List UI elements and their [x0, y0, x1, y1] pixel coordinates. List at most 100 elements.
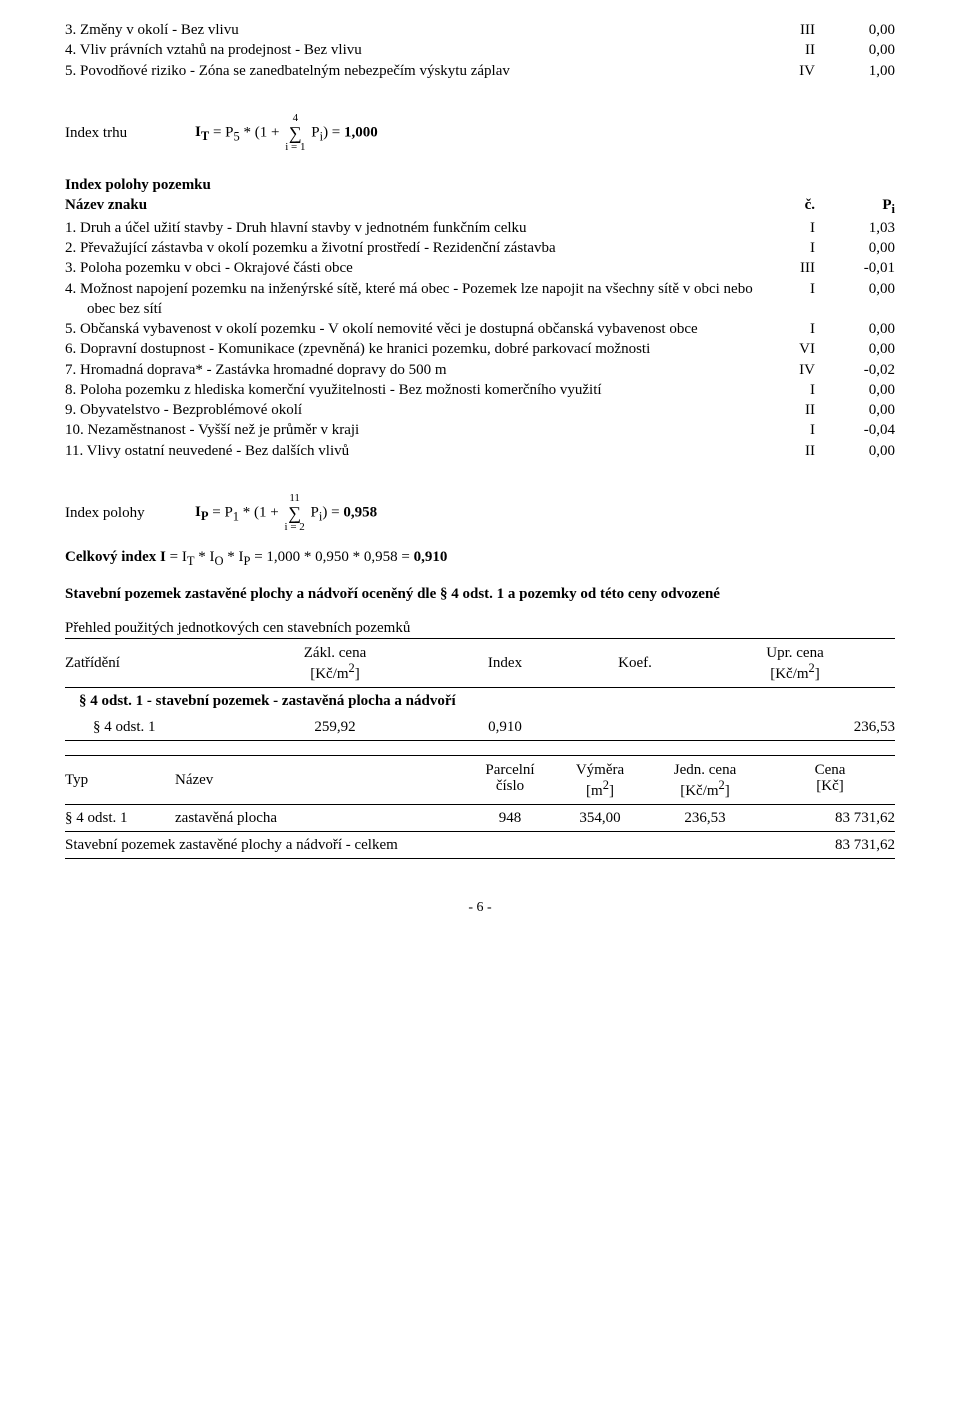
- t2-h-nazev: Název: [175, 770, 465, 790]
- list-item: 2. Převažující zástavba v okolí pozemku …: [65, 238, 895, 258]
- list-item-label: 11. Vlivy ostatní neuvedené - Bez dalšíc…: [65, 441, 755, 461]
- t2-sum-label: Stavební pozemek zastavěné plochy a nádv…: [65, 835, 765, 855]
- list-item-col2: II: [755, 40, 825, 60]
- t2-h-typ: Typ: [65, 770, 175, 790]
- list-item: 3. Poloha pozemku v obci - Okrajové část…: [65, 258, 895, 278]
- list-item-col2: III: [755, 20, 825, 40]
- list-item-col3: 0,00: [825, 319, 895, 339]
- list-item: 8. Poloha pozemku z hlediska komerční vy…: [65, 380, 895, 400]
- list-item: 4. Vliv právních vztahů na prodejnost - …: [65, 40, 895, 60]
- table2-header: Typ Název Parcelníčíslo Výměra[m2] Jedn.…: [65, 755, 895, 805]
- list-item-col2: I: [755, 218, 825, 238]
- t2-par: 948: [465, 808, 555, 828]
- list-item-label: 6. Dopravní dostupnost - Komunikace (zpe…: [65, 339, 755, 359]
- t2-sum-val: 83 731,62: [765, 835, 895, 855]
- list-item-col2: III: [755, 258, 825, 278]
- list-item: 3. Změny v okolí - Bez vlivuIII0,00: [65, 20, 895, 40]
- t2-h-parcelni: Parcelníčíslo: [465, 760, 555, 800]
- list-item-col3: 0,00: [825, 40, 895, 60]
- formula-label: Index trhu: [65, 123, 195, 143]
- list-item-col3: 0,00: [825, 441, 895, 461]
- t2-h-jedn-cena: Jedn. cena[Kč/m2]: [645, 760, 765, 800]
- formula-body: IT = P5 * (1 + 4∑i = 1 Pi) = 1,000: [195, 113, 378, 153]
- t2-typ: § 4 odst. 1: [65, 808, 175, 828]
- list-item-col2: I: [755, 319, 825, 339]
- heading-stavebni-pozemek: Stavební pozemek zastavěné plochy a nádv…: [65, 584, 895, 604]
- t2-h-vymera: Výměra[m2]: [555, 760, 645, 800]
- t2-jed: 236,53: [645, 808, 765, 828]
- formula-index-trhu: Index trhu IT = P5 * (1 + 4∑i = 1 Pi) = …: [65, 113, 895, 153]
- col-p: Pi: [825, 195, 895, 218]
- t2-cen: 83 731,62: [765, 808, 895, 828]
- list-item-col3: 1,03: [825, 218, 895, 238]
- t1-zat: § 4 odst. 1: [65, 717, 235, 737]
- list-item-col3: 0,00: [825, 20, 895, 40]
- t2-h-cena: Cena[Kč]: [765, 760, 895, 800]
- list-item-label: 5. Povodňové riziko - Zóna se zanedbatel…: [65, 61, 755, 81]
- total-index-line: Celkový index I = IT * IO * IP = 1,000 *…: [65, 547, 895, 570]
- list-item-col3: 0,00: [825, 238, 895, 258]
- list-item: 6. Dopravní dostupnost - Komunikace (zpe…: [65, 339, 895, 359]
- list-item-label: 3. Poloha pozemku v obci - Okrajové část…: [65, 258, 755, 278]
- t1-h-zakl: Zákl. cena[Kč/m2]: [235, 643, 435, 683]
- subheading-prehled: Přehled použitých jednotkových cen stave…: [65, 618, 895, 638]
- list-item-col3: 1,00: [825, 61, 895, 81]
- list-item: 10. Nezaměstnanost - Vyšší než je průměr…: [65, 420, 895, 440]
- list-item-label: 9. Obyvatelstvo - Bezproblémové okolí: [65, 400, 755, 420]
- formula-label: Index polohy: [65, 503, 195, 523]
- formula-body: IP = P1 * (1 + 11∑i = 2 Pi) = 0,958: [195, 493, 377, 533]
- list-item-label: 2. Převažující zástavba v okolí pozemku …: [65, 238, 755, 258]
- list-item: 11. Vlivy ostatní neuvedené - Bez dalšíc…: [65, 441, 895, 461]
- t1-data-row: § 4 odst. 1 259,92 0,910 236,53: [65, 714, 895, 740]
- t1-idx: 0,910: [435, 717, 575, 737]
- list-item-col2: II: [755, 400, 825, 420]
- t2-vym: 354,00: [555, 808, 645, 828]
- list-top: 3. Změny v okolí - Bez vlivuIII0,004. Vl…: [65, 20, 895, 81]
- t1-h-zatrideni: Zatřídění: [65, 653, 235, 673]
- list-item-col2: I: [755, 380, 825, 400]
- t1-upr: 236,53: [695, 717, 895, 737]
- list-item-label: 5. Občanská vybavenost v okolí pozemku -…: [65, 319, 755, 339]
- list-item-label: 4. Možnost napojení pozemku na inženýrsk…: [65, 279, 755, 320]
- t1-h-upr: Upr. cena[Kč/m2]: [695, 643, 895, 683]
- list-item-label: 7. Hromadná doprava* - Zastávka hromadné…: [65, 360, 755, 380]
- index-polohy-title: Index polohy pozemku: [65, 175, 895, 195]
- list-item: 9. Obyvatelstvo - Bezproblémové okolíII0…: [65, 400, 895, 420]
- list-item-col3: 0,00: [825, 400, 895, 420]
- list-item-col3: 0,00: [825, 380, 895, 400]
- list-polohy: 1. Druh a účel užití stavby - Druh hlavn…: [65, 218, 895, 461]
- list-item-label: 10. Nezaměstnanost - Vyšší než je průměr…: [65, 420, 755, 440]
- list-item-col2: VI: [755, 339, 825, 359]
- col-c: č.: [755, 195, 825, 218]
- list-item-label: 1. Druh a účel užití stavby - Druh hlavn…: [65, 218, 755, 238]
- t2-naz: zastavěná plocha: [175, 808, 465, 828]
- list-item: 5. Občanská vybavenost v okolí pozemku -…: [65, 319, 895, 339]
- t1-h-koef: Koef.: [575, 653, 695, 673]
- list-item-col3: -0,04: [825, 420, 895, 440]
- list2-header: Název znaku č. Pi: [65, 195, 895, 218]
- t2-data-row: § 4 odst. 1 zastavěná plocha 948 354,00 …: [65, 805, 895, 831]
- list-item: 7. Hromadná doprava* - Zastávka hromadné…: [65, 360, 895, 380]
- t1-group-row: § 4 odst. 1 - stavební pozemek - zastavě…: [65, 688, 895, 714]
- list-item: 1. Druh a účel užití stavby - Druh hlavn…: [65, 218, 895, 238]
- list-item-label: 3. Změny v okolí - Bez vlivu: [65, 20, 755, 40]
- list-item-col3: -0,02: [825, 360, 895, 380]
- list-item-col2: I: [755, 420, 825, 440]
- list-item-col2: I: [755, 279, 825, 320]
- list-item-label: 4. Vliv právních vztahů na prodejnost - …: [65, 40, 755, 60]
- list-item-col2: II: [755, 441, 825, 461]
- t2-sum-row: Stavební pozemek zastavěné plochy a nádv…: [65, 832, 895, 858]
- t1-koef: [575, 717, 695, 737]
- list-item-col3: 0,00: [825, 279, 895, 320]
- t1-zakl: 259,92: [235, 717, 435, 737]
- list-item-col3: -0,01: [825, 258, 895, 278]
- list-item-col3: 0,00: [825, 339, 895, 359]
- list-item-label: 8. Poloha pozemku z hlediska komerční vy…: [65, 380, 755, 400]
- table1-header: Zatřídění Zákl. cena[Kč/m2] Index Koef. …: [65, 638, 895, 688]
- formula-index-polohy: Index polohy IP = P1 * (1 + 11∑i = 2 Pi)…: [65, 493, 895, 533]
- list-item: 4. Možnost napojení pozemku na inženýrsk…: [65, 279, 895, 320]
- list-item-col2: IV: [755, 360, 825, 380]
- list-item: 5. Povodňové riziko - Zóna se zanedbatel…: [65, 61, 895, 81]
- list-item-col2: I: [755, 238, 825, 258]
- page-number: - 6 -: [65, 899, 895, 918]
